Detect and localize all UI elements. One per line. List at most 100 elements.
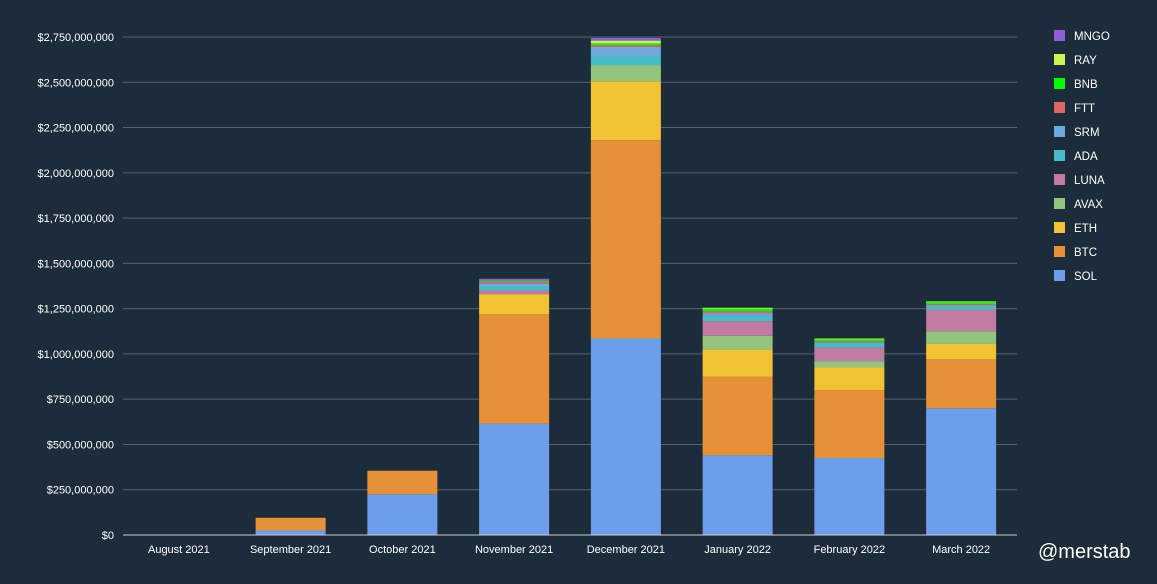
bar-segment-sol xyxy=(479,423,550,535)
x-tick-label: September 2021 xyxy=(250,544,331,556)
bar-segment-srm xyxy=(926,305,997,306)
y-tick-label: $2,750,000,000 xyxy=(38,32,114,44)
watermark: @merstab xyxy=(1038,541,1131,563)
legend-label: ADA xyxy=(1074,151,1098,163)
bar-segment-sol xyxy=(814,458,885,535)
legend-item-ray: RAY xyxy=(1054,54,1097,67)
legend-item-btc: BTC xyxy=(1054,246,1097,259)
bar-segment-btc xyxy=(814,390,885,459)
y-tick-label: $250,000,000 xyxy=(47,485,114,497)
bar-segment-eth xyxy=(926,343,997,360)
bar-segment-btc xyxy=(367,470,438,495)
bar-segment-avax xyxy=(590,65,661,82)
bar-segment-btc xyxy=(479,314,550,424)
bar-segment-ada xyxy=(926,305,997,310)
legend-label: SOL xyxy=(1074,271,1098,283)
bar-segment-sol xyxy=(590,338,661,535)
bar-segment-btc xyxy=(255,517,326,531)
bar-segment-sol xyxy=(702,455,773,535)
bar-segment-ada xyxy=(590,56,661,66)
bar-segment-eth xyxy=(590,81,661,141)
legend-swatch xyxy=(1054,174,1065,185)
bar-segment-ftt xyxy=(814,341,885,343)
bar-segment-avax xyxy=(814,361,885,368)
legend-item-eth: ETH xyxy=(1054,222,1097,235)
x-tick-label: November 2021 xyxy=(475,544,553,556)
legend: MNGO RAY BNB FTT SRM ADA LUNA AVAX ETH BTC SOL xyxy=(1054,30,1110,283)
legend-label: AVAX xyxy=(1074,199,1103,211)
legend-swatch xyxy=(1054,246,1065,257)
y-tick-label: $1,250,000,000 xyxy=(38,304,114,316)
legend-swatch xyxy=(1054,126,1065,137)
bar-segment-srm xyxy=(590,46,661,57)
bar-segment-ray xyxy=(926,301,997,303)
legend-item-srm: SRM xyxy=(1054,126,1100,139)
y-tick-label: $1,000,000,000 xyxy=(38,349,114,361)
x-tick-label: October 2021 xyxy=(369,544,436,556)
bar-segment-avax xyxy=(926,331,997,344)
legend-swatch xyxy=(1054,30,1065,41)
bar-segment-eth xyxy=(702,349,773,377)
legend-item-mngo: MNGO xyxy=(1054,30,1110,43)
y-tick-label: $1,500,000,000 xyxy=(38,258,114,270)
legend-label: ETH xyxy=(1074,223,1097,235)
x-tick-label: December 2021 xyxy=(587,544,665,556)
legend-label: SRM xyxy=(1074,127,1100,139)
bar-segment-srm xyxy=(479,283,550,286)
grid-lines xyxy=(123,36,1017,491)
y-tick-label: $750,000,000 xyxy=(47,394,114,406)
y-tick-label: $500,000,000 xyxy=(47,439,114,451)
x-tick-label: August 2021 xyxy=(148,544,210,556)
bar-segment-ada xyxy=(702,315,773,322)
bar-segment-btc xyxy=(702,376,773,456)
bar-segment-btc xyxy=(590,140,661,339)
y-tick-label: $2,000,000,000 xyxy=(38,168,114,180)
legend-item-ada: ADA xyxy=(1054,150,1098,163)
bar-segment-sol xyxy=(367,494,438,535)
bar-segment-bnb xyxy=(702,308,773,312)
bar-segment-srm xyxy=(814,342,885,344)
legend-item-sol: SOL xyxy=(1054,270,1098,283)
bar-segment-eth xyxy=(814,367,885,391)
legend-swatch xyxy=(1054,78,1065,89)
x-tick-label: February 2022 xyxy=(814,544,886,556)
legend-label: FTT xyxy=(1074,103,1095,115)
bars xyxy=(255,37,997,535)
bar-segment-luna xyxy=(702,321,773,336)
bar-segment-ftt xyxy=(702,311,773,314)
legend-item-luna: LUNA xyxy=(1054,174,1105,187)
bar-segment-ada xyxy=(479,286,550,291)
bar-segment-avax xyxy=(702,335,773,350)
bar-segment-bnb xyxy=(814,339,885,342)
bar-segment-mngo xyxy=(590,37,661,41)
bar-segment-luna xyxy=(814,347,885,362)
legend-swatch xyxy=(1054,222,1065,233)
bar-segment-btc xyxy=(926,359,997,409)
legend-swatch xyxy=(1054,270,1065,281)
y-axis: $0 $250,000,000 $500,000,000 $750,000,000 $1… xyxy=(38,32,114,542)
bar-segment-ada xyxy=(814,343,885,348)
legend-swatch xyxy=(1054,150,1065,161)
x-tick-label: January 2022 xyxy=(704,544,771,556)
bar-segment-ftt xyxy=(926,304,997,306)
bar-segment-ftt xyxy=(590,45,661,47)
legend-label: MNGO xyxy=(1074,31,1110,43)
bar-segment-bnb xyxy=(590,43,661,46)
bar-segment-mngo xyxy=(479,278,550,281)
y-tick-label: $1,750,000,000 xyxy=(38,213,114,225)
legend-item-ftt: FTT xyxy=(1054,102,1095,115)
bar-segment-bnb xyxy=(479,280,550,282)
legend-swatch xyxy=(1054,54,1065,65)
bar-segment-sol xyxy=(255,530,326,535)
bar-segment-ray xyxy=(814,338,885,340)
bar-segment-ray xyxy=(590,40,661,44)
y-tick-label: $2,500,000,000 xyxy=(38,77,114,89)
legend-item-bnb: BNB xyxy=(1054,78,1098,91)
bar-segment-eth xyxy=(479,294,550,315)
legend-swatch xyxy=(1054,102,1065,113)
bar-segment-srm xyxy=(702,313,773,316)
legend-label: LUNA xyxy=(1074,175,1105,187)
bar-segment-ftt xyxy=(479,281,550,284)
